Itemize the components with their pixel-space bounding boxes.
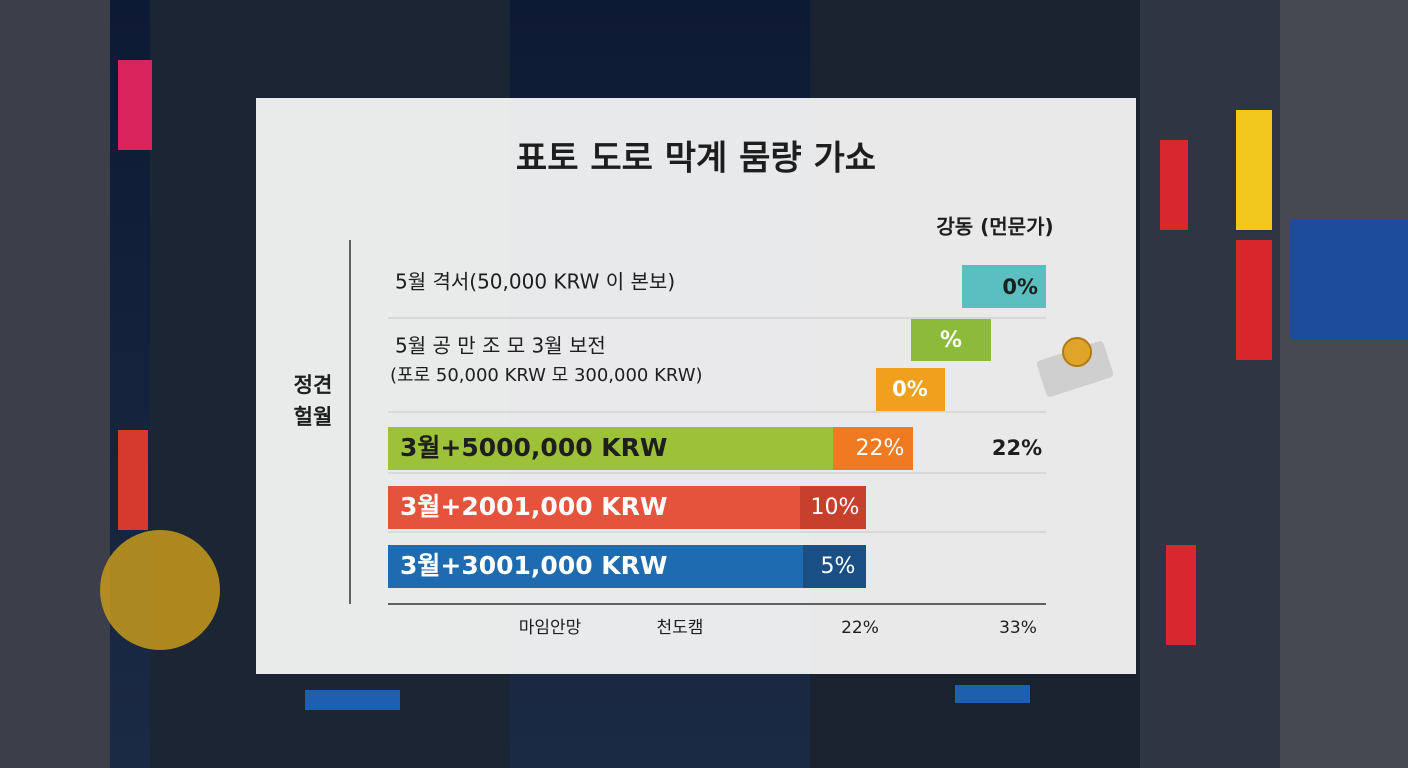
column-header: 강동 (먼문가) — [936, 215, 1053, 239]
footer-label: 33% — [999, 618, 1037, 638]
separators — [388, 317, 1046, 533]
bar-badge-text: 10% — [811, 495, 860, 520]
badge — [876, 368, 945, 411]
row-label: 5월 격서(50,000 KRW 이 본보) — [395, 270, 675, 294]
bar-badge — [800, 486, 866, 529]
bar-badge — [803, 545, 866, 588]
row-label: 5월 공 만 조 모 3월 보전 — [395, 334, 606, 358]
bar-badge-text: 22% — [856, 436, 905, 461]
side-label: 정견 — [294, 373, 333, 397]
bar — [388, 545, 866, 588]
badge-text: 0% — [892, 377, 928, 401]
badge — [962, 265, 1046, 308]
badge — [911, 319, 991, 361]
bar-badge-text: 5% — [821, 554, 856, 579]
row-label: (포로 50,000 KRW 모 300,000 KRW) — [390, 365, 703, 386]
side-label: 헐월 — [294, 405, 333, 429]
bar-label: 3월+2001,000 KRW — [400, 492, 668, 521]
badge-text: 0% — [1002, 275, 1038, 299]
title: 표토 도로 막계 뭄량 가쇼 — [516, 139, 876, 179]
footer-label: 마임안망 — [519, 618, 582, 638]
bar-badge — [833, 427, 913, 470]
coin-icon — [1036, 337, 1114, 397]
side-value: 22% — [992, 436, 1042, 460]
bar-label: 3월+3001,000 KRW — [400, 551, 668, 580]
footer-label: 22% — [841, 618, 879, 638]
badge-text: % — [940, 328, 962, 353]
bar-label: 3월+5000,000 KRW — [400, 433, 668, 462]
footer-label: 천도캠 — [657, 618, 704, 638]
bar — [388, 486, 866, 529]
bar — [388, 427, 833, 470]
